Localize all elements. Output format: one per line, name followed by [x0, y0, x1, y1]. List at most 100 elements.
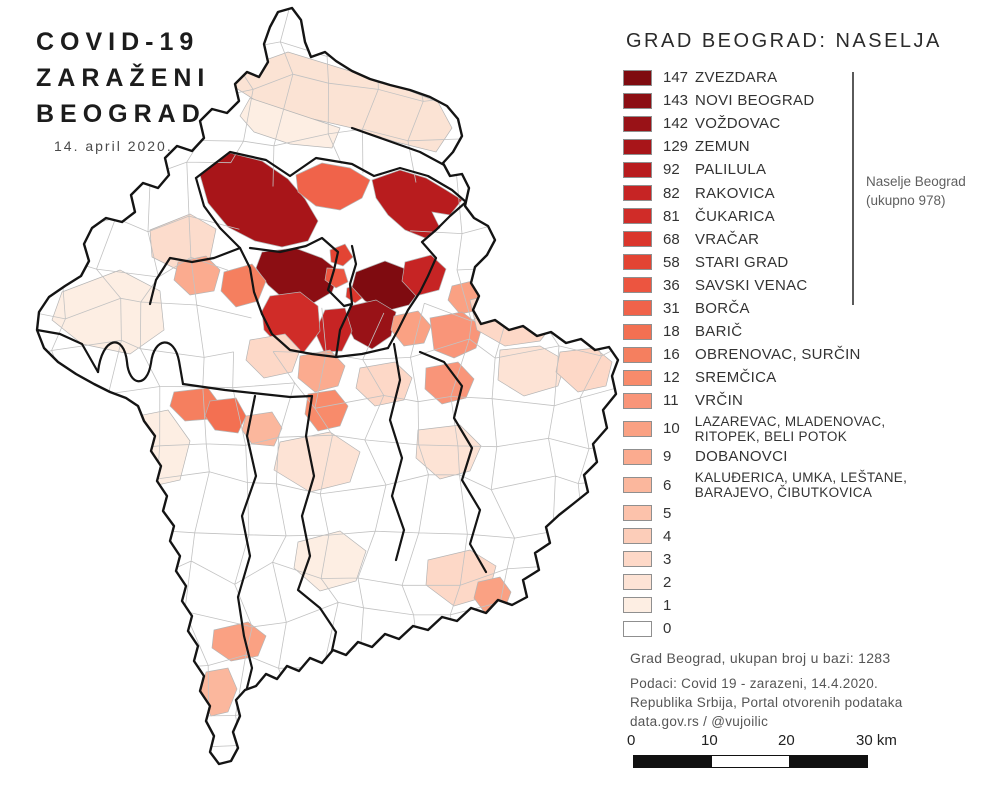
legend-label: BARIČ [695, 323, 743, 341]
legend-row: 81 ČUKARICA [623, 205, 953, 228]
region-karaburma-mirijevo [401, 254, 447, 297]
legend-value: 58 [663, 253, 680, 271]
legend-row: 36 SAVSKI VENAC [623, 274, 953, 297]
region-ostruznica-light [245, 333, 301, 379]
region-east-pink [497, 345, 567, 397]
region-dobanovci [173, 255, 221, 296]
legend-value: 1 [663, 596, 672, 614]
legend-value: 16 [663, 346, 680, 364]
legend-row: 9 DOBANOVCI [623, 445, 953, 468]
region-borca [295, 162, 371, 211]
municipal-border [148, 246, 242, 306]
region-lazarevac-town [211, 621, 267, 662]
region-se-light [415, 424, 482, 480]
legend-swatch [623, 254, 652, 271]
legend-swatch [623, 323, 652, 340]
legend-swatch [623, 369, 652, 386]
legend-label: LAZAREVAC, MLADENOVAC, RITOPEK, BELI POT… [694, 413, 886, 444]
legend-row: 4 [623, 525, 953, 548]
footer-source-line: Republika Srbija, Portal otvorenih podat… [630, 695, 903, 710]
legend-value: 92 [663, 161, 680, 179]
legend-label: VOŽDOVAC [695, 115, 781, 133]
legend-swatch [623, 597, 652, 614]
region-palilula-krnjaca [371, 169, 463, 239]
region-kovilovo-light [239, 97, 341, 149]
legend-value: 2 [663, 573, 672, 591]
legend-value: 9 [663, 448, 672, 466]
legend-swatch [623, 346, 652, 363]
legend-value: 36 [663, 276, 680, 294]
map-date: 14. april 2020. [54, 138, 173, 154]
legend-row: 11 VRČIN [623, 389, 953, 412]
legend-swatch [623, 300, 652, 317]
legend-value: 68 [663, 230, 680, 248]
annotation-line-1: Naselje Beograd [866, 174, 966, 189]
legend-row: 1 [623, 594, 953, 617]
legend-swatch [623, 92, 652, 109]
legend: 147 ZVEZDARA 143 NOVI BEOGRAD 142 VOŽDOVAC 129… [623, 66, 953, 640]
legend-swatch [623, 161, 652, 178]
footer-source: Podaci: Covid 19 - zarazeni, 14.4.2020. R… [630, 674, 903, 731]
municipal-border [260, 312, 390, 359]
footer-source-line: data.gov.rs / @vujoilic [630, 714, 769, 729]
municipal-border [334, 244, 358, 359]
title-line-3: BEOGRAD [36, 100, 206, 128]
municipal-border [236, 394, 258, 702]
legend-label: KALUĐERICA, UMKA, LEŠTANE, BARAJEVO, ČIB… [694, 470, 908, 500]
municipal-border [181, 382, 314, 399]
legend-label: SAVSKI VENAC [695, 276, 808, 294]
legend-swatch [623, 420, 652, 437]
legend-row: 0 [623, 617, 953, 640]
annotation-line-2: (ukupno 978) [866, 193, 946, 208]
legend-value: 142 [663, 115, 689, 133]
legend-label: ZVEZDARA [695, 69, 778, 87]
legend-swatch [623, 448, 652, 465]
legend-value: 82 [663, 184, 680, 202]
legend-row: 18 BARIČ [623, 320, 953, 343]
legend-swatch [623, 551, 652, 568]
municipal-border [350, 126, 448, 168]
region-zeleznik [297, 349, 346, 393]
legend-swatch [623, 185, 652, 202]
city-outline [35, 6, 620, 766]
legend-swatch [623, 69, 652, 86]
legend-row: 68 VRAČAR [623, 228, 953, 251]
legend-value: 4 [663, 527, 672, 545]
legend-value: 11 [663, 392, 679, 410]
scalebar-segment [789, 756, 868, 767]
legend-value: 10 [663, 420, 680, 438]
legend-row: 10 LAZAREVAC, MLADENOVAC, RITOPEK, BELI P… [623, 412, 953, 445]
legend-label: DOBANOVCI [695, 448, 788, 466]
legend-title: GRAD BEOGRAD: NASELJA [626, 30, 942, 52]
legend-row: 142 VOŽDOVAC [623, 112, 953, 135]
legend-value: 81 [663, 207, 680, 225]
legend-value: 6 [663, 476, 672, 494]
legend-swatch [623, 574, 652, 591]
legend-label: VRČIN [695, 392, 744, 410]
title-line-1: COVID-19 [36, 28, 200, 56]
footer-total: Grad Beograd, ukupan broj u bazi: 1283 [630, 650, 891, 666]
municipal-border [37, 328, 100, 374]
legend-row: 12 SREMČICA [623, 366, 953, 389]
region-sremcica [304, 389, 349, 432]
region-w-pink [51, 269, 165, 355]
legend-row: 31 BORČA [623, 297, 953, 320]
region-mali-mokri-lug [390, 310, 432, 347]
legend-value: 147 [663, 69, 689, 87]
legend-label: SREMČICA [695, 369, 777, 387]
scalebar-label: 20 [778, 732, 795, 749]
legend-value: 129 [663, 138, 689, 156]
legend-label: NOVI BEOGRAD [695, 92, 815, 110]
legend-value: 5 [663, 504, 672, 522]
region-baric [204, 397, 247, 434]
scalebar-label: 10 [701, 732, 718, 749]
legend-label: ČUKARICA [695, 207, 775, 225]
municipal-border [388, 342, 406, 562]
legend-swatch [623, 115, 652, 132]
municipal-border [248, 236, 354, 308]
legend-label: OBRENOVAC, SURČIN [695, 346, 861, 364]
legend-label: RAKOVICA [695, 184, 775, 202]
footer-source-line: Podaci: Covid 19 - zarazeni, 14.4.2020. [630, 676, 879, 691]
